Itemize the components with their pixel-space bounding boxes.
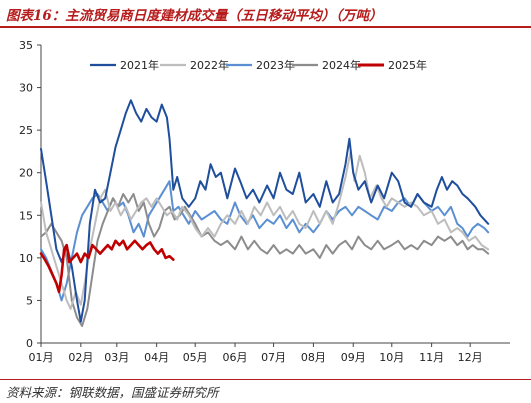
y-tick-label: 10 bbox=[19, 252, 33, 265]
x-tick-label: 06月 bbox=[223, 351, 248, 364]
legend-label: 2025年 bbox=[388, 58, 427, 72]
series-line-5 bbox=[39, 239, 175, 294]
legend-label: 2024年 bbox=[322, 58, 361, 72]
y-tick-label: 25 bbox=[19, 124, 33, 137]
chart-legend: 2021年 2022年 2023年 2024年 2025年 bbox=[90, 58, 427, 72]
footer-divider bbox=[0, 379, 531, 380]
title-bar: 图表16：主流贸易商日度建材成交量（五日移动平均）（万吨） bbox=[0, 0, 531, 28]
legend-label: 2023年 bbox=[256, 58, 295, 72]
x-tick-label: 05月 bbox=[183, 351, 208, 364]
x-tick-label: 04月 bbox=[144, 351, 169, 364]
y-tick-label: 35 bbox=[19, 39, 33, 52]
x-tick-label: 12月 bbox=[458, 351, 483, 364]
source-note: 资料来源：钢联数据，国盛证券研究所 bbox=[6, 385, 219, 400]
x-tick-label: 11月 bbox=[419, 351, 444, 364]
y-tick-label: 0 bbox=[26, 337, 33, 350]
y-tick-label: 20 bbox=[19, 167, 33, 180]
series-line-2 bbox=[40, 150, 490, 310]
series-line-4 bbox=[40, 193, 490, 327]
legend-label: 2021年 bbox=[120, 58, 159, 72]
x-tick-label: 09月 bbox=[341, 351, 366, 364]
legend-label: 2022年 bbox=[190, 58, 229, 72]
y-tick-label: 30 bbox=[19, 82, 33, 95]
x-tick-label: 01月 bbox=[29, 351, 54, 364]
x-tick-label: 10月 bbox=[379, 351, 404, 364]
y-tick-label: 15 bbox=[19, 209, 33, 222]
x-tick-label: 03月 bbox=[104, 351, 129, 364]
chart-axes: 0 5 10 15 20 25 30 35 01月 02月 03月 04月 05月 06月 07月 08月 09… bbox=[19, 39, 510, 364]
chart-series-lines bbox=[39, 99, 490, 327]
x-tick-label: 08月 bbox=[301, 351, 326, 364]
y-tick-label: 5 bbox=[26, 294, 33, 307]
series-line-1 bbox=[40, 99, 490, 323]
line-chart: 0 5 10 15 20 25 30 35 01月 02月 03月 04月 05月 06月 07月 08月 09… bbox=[19, 39, 510, 364]
chart-title: 图表16：主流贸易商日度建材成交量（五日移动平均）（万吨） bbox=[6, 8, 383, 24]
x-tick-label: 02月 bbox=[68, 351, 93, 364]
x-tick-label: 07月 bbox=[261, 351, 286, 364]
